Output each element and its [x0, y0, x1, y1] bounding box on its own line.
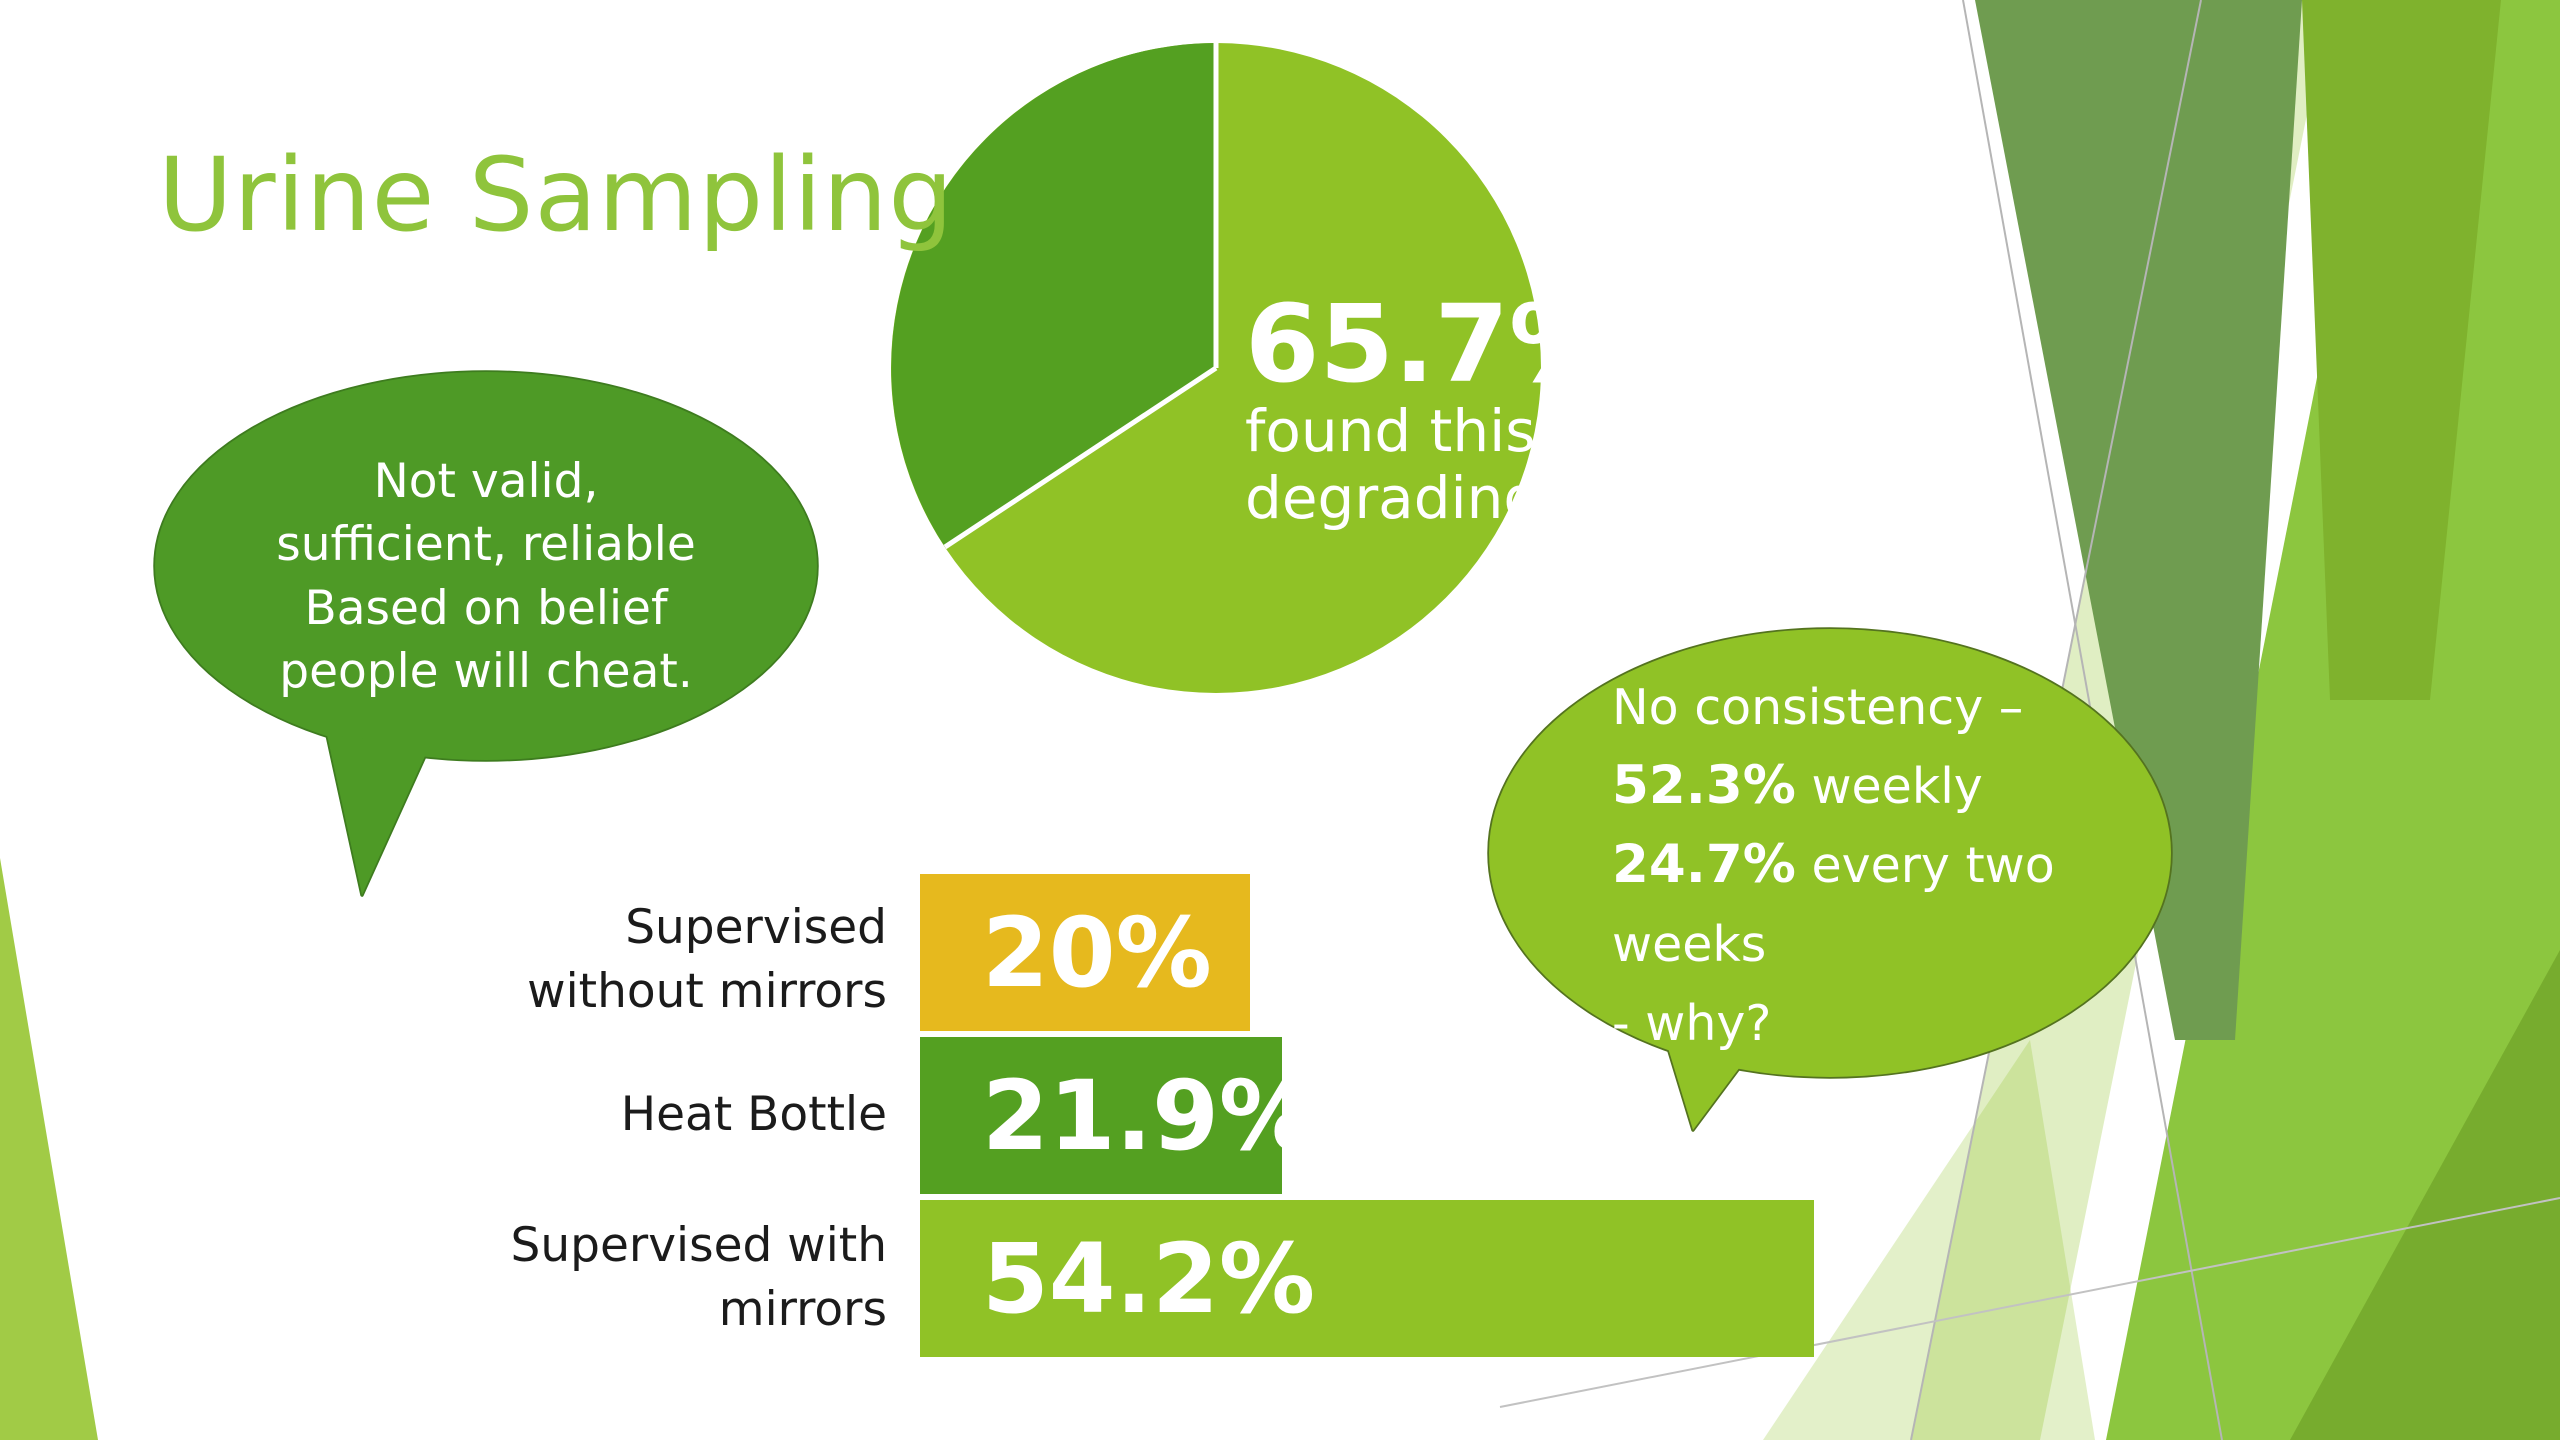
right-bubble-line-number: 52.3%: [1612, 754, 1796, 816]
right-bubble-line-text: weekly: [1795, 757, 1983, 815]
left-bubble-tail-fill: [327, 735, 430, 895]
dark-bright-band: [2302, 0, 2501, 700]
right-bubble-line-text: No consistency –: [1612, 679, 2024, 736]
left-speech-bubble: [153, 370, 819, 897]
right-bubble-text: No consistency – 52.3% weekly 24.7% ever…: [1612, 668, 2172, 1063]
right-bubble-line: weeks: [1612, 905, 2172, 984]
pie-caption: found this degrading: [1245, 397, 1541, 533]
right-bubble-line: 52.3% weekly: [1612, 747, 2172, 826]
sage-wedge-shape: [1975, 0, 2302, 1040]
bar-value-label: 54.2%: [982, 1222, 1316, 1335]
right-bubble-line-text: - why?: [1612, 994, 1772, 1052]
pie-divider-lower-left: [943, 365, 1218, 550]
right-bubble-line-text: every two: [1795, 836, 2055, 894]
right-bubble-line: - why?: [1612, 984, 2172, 1063]
bar-supervised-with-mirrors: 54.2%: [920, 1200, 1814, 1357]
bar-category-label: Heat Bottle: [620, 1087, 887, 1142]
right-bubble-line: No consistency –: [1612, 668, 2172, 747]
right-speech-bubble: [1487, 627, 2173, 1132]
bar-category-label: Supervised with mirrors: [510, 1218, 887, 1338]
bar-supervised-without-mirrors: 20%: [920, 874, 1250, 1031]
bottom-left-wedge: [0, 858, 98, 1440]
right-bubble-line: 24.7% every two: [1612, 826, 2172, 905]
bar-category-label: Supervised without mirrors: [527, 900, 887, 1020]
right-bubble-line-number: 24.7%: [1612, 833, 1796, 895]
left-bubble-body-fill: [155, 372, 817, 760]
left-bubble-text: Not valid, sufficient, reliable Based on…: [276, 454, 696, 700]
corner-dark-wedge: [2290, 950, 2560, 1440]
bar-value-label: 21.9%: [982, 1059, 1316, 1172]
bar-heat-bottle: 21.9%: [920, 1037, 1315, 1194]
pie-chart: [891, 43, 1541, 693]
pale-wedge-shape: [1763, 1040, 2095, 1440]
right-bubble-body-fill: [1489, 629, 2171, 1077]
right-bubble-tail-fill: [1655, 1005, 1775, 1130]
guide-line-c: [1499, 1197, 2560, 1408]
bar-value-label: 20%: [982, 896, 1212, 1009]
right-bubble-line-text: weeks: [1612, 915, 1767, 973]
page-title: Urine Sampling: [158, 136, 955, 255]
pie-value-label: 65.7%: [1245, 283, 1617, 407]
